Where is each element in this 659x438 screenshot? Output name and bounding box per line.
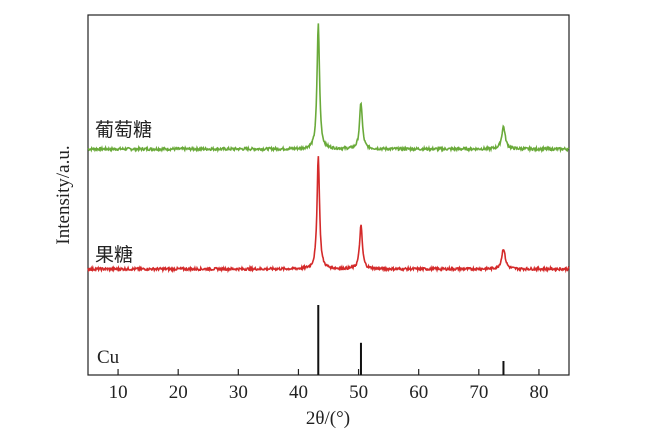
x-tick-label-10: 10 <box>109 382 128 403</box>
data-traces <box>87 23 570 274</box>
y-axis-title: Intensity/a.u. <box>53 145 74 244</box>
x-tick-label-80: 80 <box>529 382 548 403</box>
series-label-glucose: 葡萄糖 <box>95 119 152 141</box>
x-tick-label-60: 60 <box>409 382 428 403</box>
series-line-fructose <box>87 156 570 274</box>
x-ticks: 10 20 30 40 50 60 70 80 <box>109 369 548 403</box>
x-tick-label-20: 20 <box>169 382 188 403</box>
plot-frame <box>87 14 570 376</box>
series-label-fructose: 果糖 <box>95 244 133 266</box>
reference-sticks <box>317 305 505 375</box>
x-axis-title: 2θ/(°) <box>306 408 350 429</box>
x-tick-label-50: 50 <box>349 382 368 403</box>
series-line-glucose <box>87 23 570 154</box>
x-tick-label-30: 30 <box>229 382 248 403</box>
x-tick-label-70: 70 <box>469 382 488 403</box>
series-label-cu: Cu <box>97 347 120 368</box>
x-tick-label-40: 40 <box>289 382 308 403</box>
